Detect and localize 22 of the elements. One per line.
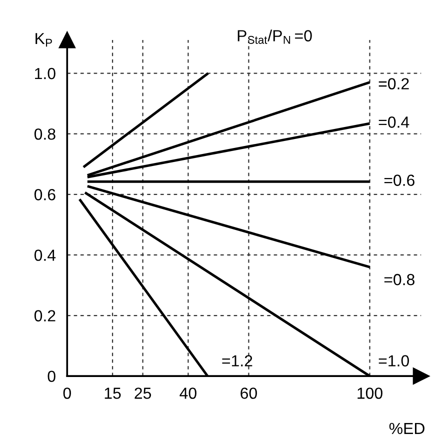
y-tick-label: 0.2: [34, 310, 56, 322]
series-label: =1.2: [222, 355, 252, 366]
y-tick-label: 0: [48, 370, 56, 382]
x-tick-label: 0: [63, 388, 71, 399]
annotation: P$_{Stat}$/P$_{N}$: [238, 30, 290, 44]
x-tick-label: 100: [358, 388, 382, 399]
series-label: =0.2: [378, 78, 409, 90]
y-tick-label: 0.8: [34, 128, 56, 140]
y-tick-label: 0.4: [34, 250, 56, 261]
text: =0: [295, 30, 312, 42]
x-tick-label: 60: [240, 388, 257, 399]
y-tick-label: 1.0: [35, 68, 56, 80]
series-label: =1.0: [378, 355, 409, 366]
series-label: =0.6: [384, 174, 414, 186]
y-tick-label: 0.6: [34, 189, 56, 200]
x-tick-label: 40: [180, 388, 196, 399]
x-tick-label: 25: [134, 388, 152, 399]
y-axis-title: K$_{P}$: [36, 33, 52, 47]
x-tick-label: 15: [104, 388, 121, 399]
x-axis-title: %ED: [389, 422, 424, 434]
series-label: =0.4: [378, 116, 410, 128]
series-label: =0.8: [384, 274, 414, 286]
